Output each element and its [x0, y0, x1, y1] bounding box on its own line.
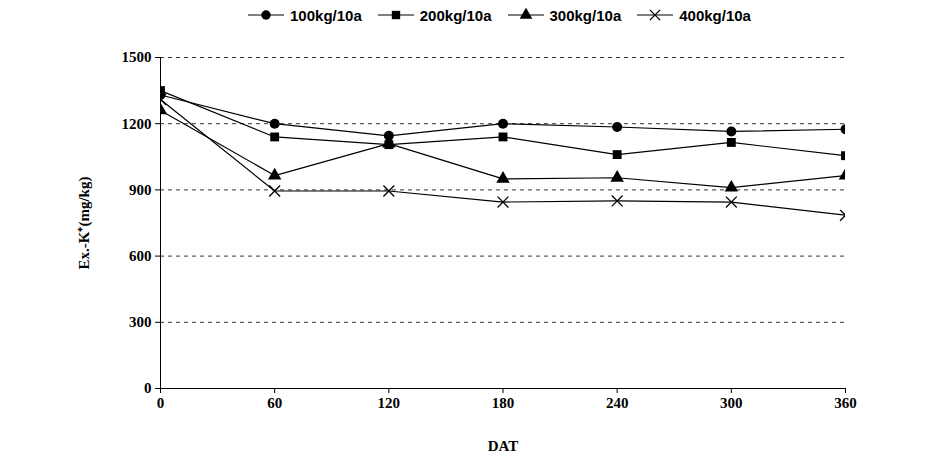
html-text:300kg/10a: 300kg/10a [549, 6, 622, 24]
svg-text:120: 120 [378, 395, 401, 411]
svg-text:0: 0 [157, 395, 165, 411]
svg-text:900: 900 [129, 182, 152, 198]
svg-text:300: 300 [720, 395, 743, 411]
svg-text:Ex.-K⁺(mg/kg): Ex.-K⁺(mg/kg) [76, 177, 93, 270]
html-text:200kg/10a: 200kg/10a [419, 6, 492, 24]
svg-text:60: 60 [267, 395, 282, 411]
svg-text:DAT: DAT [488, 438, 519, 454]
svg-text:360: 360 [834, 395, 857, 411]
svg-text:300: 300 [129, 314, 152, 330]
svg-text:0: 0 [144, 380, 152, 396]
svg-text:1200: 1200 [122, 116, 152, 132]
svg-text:180: 180 [492, 395, 515, 411]
svg-text:240: 240 [606, 395, 629, 411]
svg-text:1500: 1500 [122, 49, 152, 65]
html-text:400kg/10a: 400kg/10a [679, 6, 751, 24]
html-text:100kg/10a: 100kg/10a [290, 6, 362, 24]
svg-text:600: 600 [129, 248, 152, 264]
